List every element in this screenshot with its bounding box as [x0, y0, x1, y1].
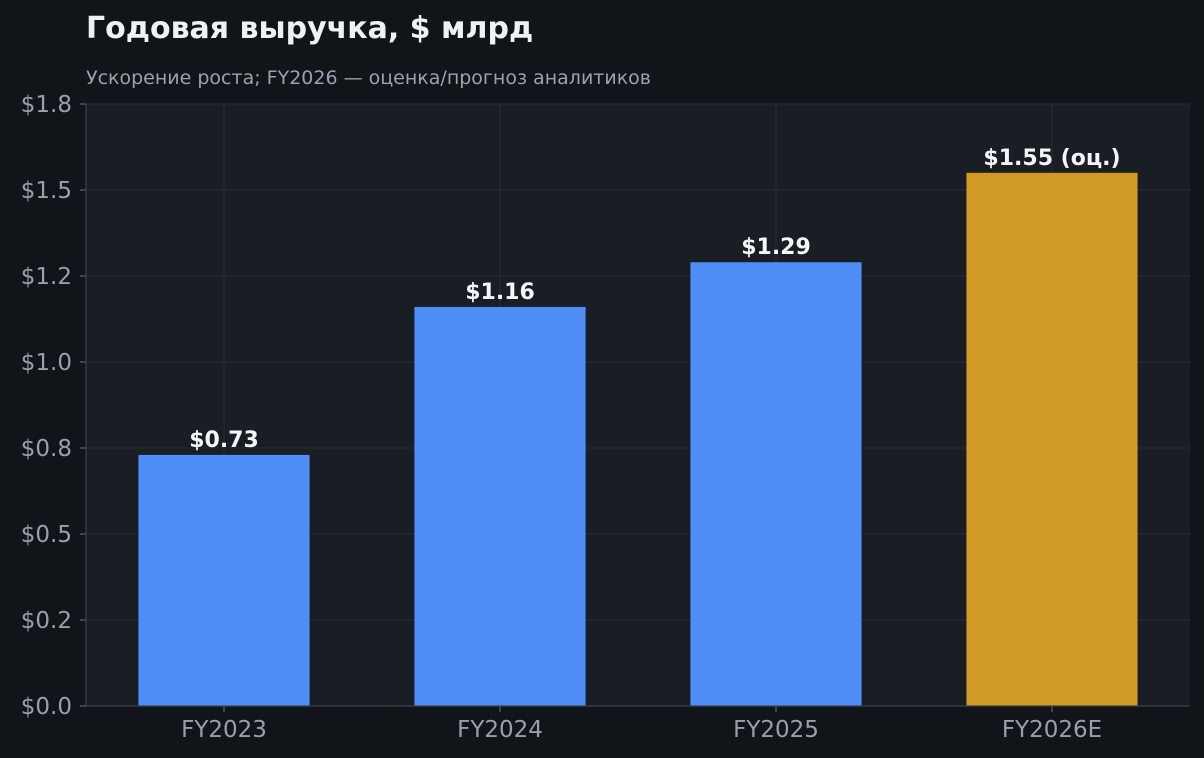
y-tick-label: $0.2 — [21, 608, 72, 634]
bar — [138, 454, 310, 706]
y-tick-label: $1.5 — [21, 178, 72, 204]
chart-subtitle: Ускорение роста; FY2026 — оценка/прогноз… — [86, 67, 651, 89]
value-label: $1.55 (оц.) — [983, 146, 1120, 171]
x-tick-label: FY2026E — [1002, 717, 1102, 743]
y-tick-label: $1.8 — [21, 92, 72, 118]
chart-title: Годовая выручка, $ млрд — [86, 11, 533, 46]
x-tick-label: FY2024 — [457, 717, 543, 743]
y-tick-label: $0.8 — [21, 436, 72, 462]
axes: $0.0 $0.2 $0.5 $0.8 $1.0 $1.2 $1.5 $1.8 FY2023 FY… — [21, 92, 1190, 743]
value-label: $1.16 — [465, 280, 535, 305]
x-tick-label: FY2025 — [733, 717, 819, 743]
bar — [690, 262, 862, 706]
bar — [414, 306, 586, 706]
x-tick-label: FY2023 — [181, 717, 267, 743]
value-label: $1.29 — [741, 235, 811, 260]
y-tick-label: $0.5 — [21, 522, 72, 548]
bars — [138, 172, 1138, 707]
y-tick-label: $1.2 — [21, 264, 72, 290]
value-label: $0.73 — [189, 428, 259, 453]
value-labels: $0.73 $1.16 $1.29 $1.55 (оц.) — [189, 146, 1120, 453]
bar-estimate — [966, 172, 1138, 707]
y-tick-label: $1.0 — [21, 350, 72, 376]
y-tick-label: $0.0 — [21, 694, 72, 720]
